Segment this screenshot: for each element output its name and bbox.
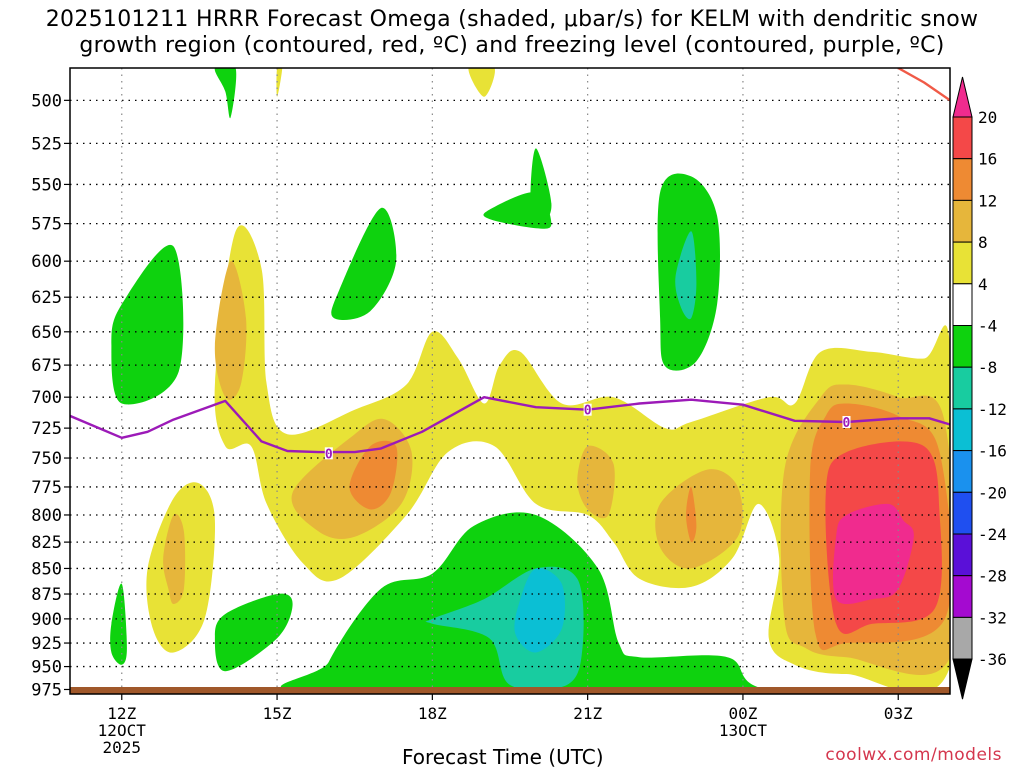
colorbar-swatch — [952, 533, 973, 577]
colorbar-swatch — [952, 616, 973, 660]
omega-positive-8-region — [163, 513, 186, 604]
colorbar-swatch — [952, 366, 973, 410]
dendritic-growth-contour — [897, 68, 950, 102]
y-tick-label: 750 — [31, 449, 62, 469]
y-tick-label: 875 — [31, 585, 62, 605]
y-tick-label: 675 — [31, 356, 62, 376]
colorbar-label: 8 — [978, 233, 988, 252]
omega-positive-20-region — [833, 503, 914, 605]
omega-positive-8-region — [577, 445, 615, 519]
colorbar-swatch — [952, 491, 973, 535]
chart-title-line-2: growth region (contoured, red, ºC) and f… — [79, 33, 945, 58]
y-tick-label: 925 — [31, 634, 62, 654]
y-tick-label: 550 — [31, 175, 62, 195]
omega-positive-12-region — [686, 486, 697, 543]
site-credit: coolwx.com/models — [825, 745, 1002, 765]
omega-positive-8-region — [214, 260, 247, 400]
x-tick-label: 12OCT — [98, 721, 147, 740]
y-tick-label: 700 — [31, 388, 62, 408]
omega-fill-layer — [110, 68, 950, 694]
omega-negative-4-region — [214, 68, 237, 119]
omega-negative-4-region — [331, 207, 397, 320]
colorbar-swatch — [952, 283, 973, 326]
colorbar: 20 16 12 8 4 -4 -8 -12 -16 -20 -24 -28 -32 -36 — [952, 76, 1007, 700]
y-tick-label: 625 — [31, 288, 62, 308]
colorbar-swatch — [952, 241, 973, 285]
freezing-level-line — [70, 396, 950, 454]
colorbar-swatch — [952, 116, 973, 160]
omega-positive-4-region — [468, 68, 495, 97]
freezing-level-label: 0 — [843, 416, 851, 431]
colorbar-swatch — [952, 325, 973, 368]
colorbar-swatch — [952, 408, 973, 452]
y-tick-label: 525 — [31, 134, 62, 154]
x-tick-label: 21Z — [573, 704, 602, 723]
y-tick-label: 575 — [31, 215, 62, 235]
colorbar-swatch — [952, 199, 973, 243]
colorbar-swatch — [952, 575, 973, 618]
colorbar-label: -16 — [978, 442, 1007, 461]
ground-layer — [70, 687, 950, 694]
y-tick-label: 975 — [31, 680, 62, 700]
omega-negative-4-region — [214, 593, 293, 672]
y-tick-label: 775 — [31, 478, 62, 498]
colorbar-label: 20 — [978, 108, 997, 127]
colorbar-label: -24 — [978, 525, 1007, 544]
y-tick-label: 650 — [31, 323, 62, 343]
colorbar-label: -28 — [978, 567, 1007, 586]
grid-layer — [70, 68, 950, 694]
colorbar-label: -4 — [978, 317, 997, 336]
x-tick-label: 12Z — [107, 704, 136, 723]
y-tick-label: 600 — [31, 252, 62, 272]
colorbar-bottom-arrow — [952, 658, 973, 700]
omega-positive-8-region — [655, 469, 743, 569]
y-tick-label: 850 — [31, 559, 62, 579]
x-tick-label: 00Z — [728, 704, 757, 723]
y-tick-label: 900 — [31, 610, 62, 630]
colorbar-label: 12 — [978, 191, 997, 210]
y-tick-label: 825 — [31, 533, 62, 553]
freezing-label-bg — [324, 447, 333, 460]
colorbar-top-arrow — [952, 76, 973, 118]
omega-negative-8-region — [675, 231, 697, 320]
colorbar-label: -12 — [978, 400, 1007, 419]
omega-positive-12-region — [349, 440, 398, 510]
colorbar-swatch — [952, 158, 973, 201]
omega-positive-4-region — [276, 68, 283, 97]
chart-title-line-1: 2025101211 HRRR Forecast Omega (shaded, … — [45, 7, 979, 32]
y-tick-label: 950 — [31, 658, 62, 678]
colorbar-label: -36 — [978, 650, 1007, 669]
x-tick-label: 15Z — [263, 704, 292, 723]
colorbar-label: -8 — [978, 358, 997, 377]
freezing-level-label: 0 — [584, 404, 592, 419]
y-tick-label: 800 — [31, 506, 62, 526]
x-tick-label: 18Z — [418, 704, 447, 723]
colorbar-label: -20 — [978, 483, 1007, 502]
omega-negative-4-region — [110, 583, 127, 665]
colorbar-label: -32 — [978, 608, 1007, 627]
freezing-label-bg — [842, 416, 851, 429]
contour-layer: 0 0 0 — [70, 68, 950, 462]
freezing-label-bg — [583, 403, 592, 416]
colorbar-label: 16 — [978, 150, 997, 169]
x-tick-label: 2025 — [102, 738, 141, 757]
y-tick-label: 725 — [31, 419, 62, 439]
freezing-level-label: 0 — [325, 447, 333, 462]
y-tick-label: 500 — [31, 91, 62, 111]
x-tick-label: 03Z — [884, 704, 913, 723]
x-axis-title: Forecast Time (UTC) — [402, 745, 604, 769]
colorbar-label: 4 — [978, 275, 988, 294]
y-axis: 500 525 550 575 600 625 650 675 700 725 750 775 800 8… — [31, 91, 70, 700]
omega-negative-4-region — [530, 148, 552, 224]
x-tick-label: 13OCT — [719, 721, 768, 740]
ground-surface — [70, 687, 950, 694]
omega-negative-4-region — [280, 512, 950, 694]
plot-frame — [69, 67, 951, 695]
colorbar-swatch — [952, 450, 973, 493]
omega-negative-12-region — [514, 568, 566, 653]
